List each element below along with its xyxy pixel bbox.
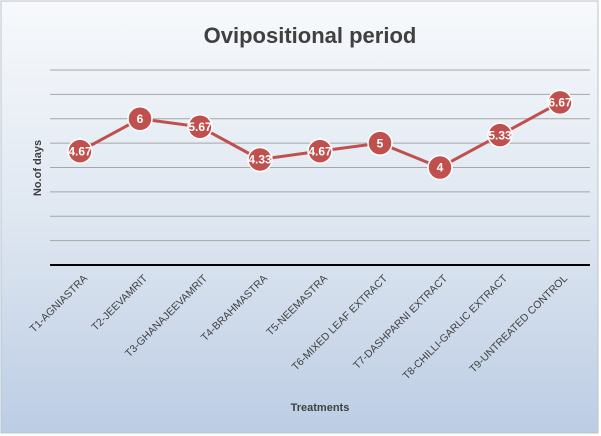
point-marker — [427, 154, 453, 181]
point-marker — [367, 130, 393, 156]
data-label: 4 — [437, 161, 444, 175]
point-marker — [127, 106, 153, 132]
data-label: 4.67 — [68, 144, 92, 158]
chart-title: Ovipositional period — [204, 23, 417, 48]
data-label: 6 — [137, 112, 144, 126]
point-marker — [307, 138, 333, 164]
data-label: 5.67 — [188, 120, 212, 134]
point-marker — [187, 114, 213, 140]
point-marker — [67, 138, 93, 164]
point-marker — [487, 122, 513, 148]
data-label: 5.33 — [488, 128, 512, 142]
point-marker — [547, 89, 573, 116]
data-label: 4.67 — [308, 144, 332, 158]
y-axis-label: No.of days — [32, 140, 44, 196]
data-label: 4.33 — [248, 153, 272, 167]
point-marker — [247, 146, 273, 173]
x-axis-label: Treatments — [291, 402, 350, 414]
data-label: 5 — [377, 136, 384, 150]
data-label: 6.67 — [548, 96, 572, 110]
